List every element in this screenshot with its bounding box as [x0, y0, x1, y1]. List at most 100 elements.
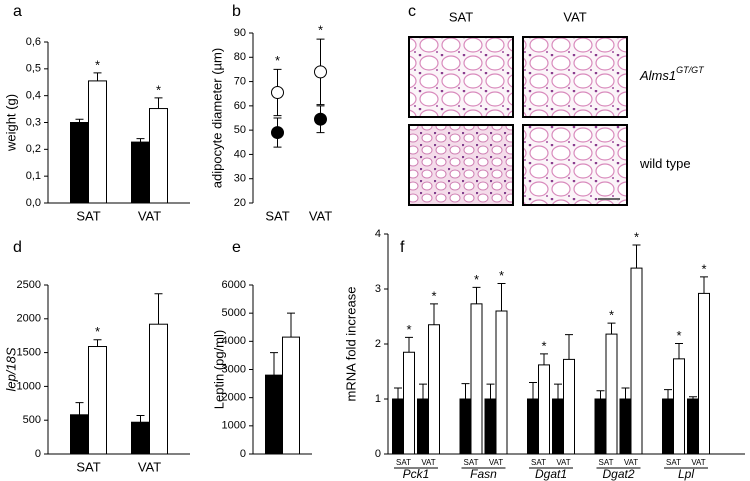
error-bar [154, 97, 163, 109]
significance-marker: * [634, 229, 639, 244]
error-bar [287, 312, 295, 338]
significance-marker: * [95, 324, 100, 339]
bar [619, 398, 632, 455]
y-tick-label: 0,4 [26, 90, 41, 102]
error-bar [93, 339, 102, 347]
y-tick-label: 0,0 [26, 197, 41, 209]
significance-marker: * [499, 268, 504, 283]
error-bar [93, 72, 102, 81]
micrograph [522, 36, 628, 118]
significance-marker: * [156, 82, 161, 97]
y-tick-label: 5000 [222, 307, 246, 319]
y-tick-label: 2000 [17, 313, 41, 325]
row-label: wild type [639, 156, 691, 171]
x-tick-label: VAT [556, 458, 570, 467]
error-bar [664, 389, 672, 399]
bar [70, 122, 89, 204]
bar [698, 292, 710, 455]
y-tick-label: 20 [234, 197, 246, 209]
x-tick-label: VAT [138, 208, 161, 223]
bar [417, 398, 429, 455]
y-tick-label: 500 [23, 414, 41, 426]
micrograph [522, 124, 628, 206]
y-tick-label: 1000 [17, 380, 41, 392]
y-tick-label: 1000 [222, 420, 246, 432]
bar [88, 346, 107, 455]
error-bar [621, 387, 630, 399]
bar [265, 374, 283, 455]
error-bar [554, 383, 562, 399]
bar [470, 303, 483, 455]
bar [428, 324, 440, 455]
error-bar [607, 322, 616, 335]
bar [673, 358, 685, 455]
error-bar [394, 387, 402, 399]
point [314, 112, 327, 126]
column-label: SAT [449, 9, 473, 24]
y-tick-label: 80 [234, 51, 246, 63]
group-label: Pck1 [403, 467, 430, 481]
panel-label: c [408, 3, 416, 20]
column-label: VAT [563, 9, 586, 24]
error-bar [540, 353, 548, 365]
y-tick-label: 0,2 [26, 143, 41, 155]
bar [527, 398, 539, 455]
y-tick-label: 40 [234, 148, 246, 160]
x-tick-label: SAT [265, 208, 289, 223]
error-bar [565, 334, 573, 360]
bar [88, 80, 107, 204]
y-tick-label: 30 [234, 173, 246, 185]
x-tick-label: VAT [138, 459, 161, 474]
y-tick-label: 2000 [222, 392, 246, 404]
bar [403, 351, 415, 455]
bar [282, 336, 300, 455]
group-label: Dgat1 [535, 467, 567, 481]
bar [149, 323, 168, 455]
panel-label: a [13, 3, 22, 20]
y-tick-label: 4 [375, 228, 381, 240]
y-tick-label: 3 [375, 283, 381, 295]
bar [131, 141, 150, 204]
panel-label: f [400, 239, 405, 256]
y-tick-label: 0 [375, 448, 381, 460]
bar [687, 398, 699, 455]
error-bar [430, 303, 438, 325]
point [271, 86, 284, 99]
y-tick-label: 60 [234, 100, 246, 112]
error-bar [419, 383, 427, 399]
point [314, 65, 327, 79]
y-axis-label: lep/18S [3, 347, 18, 391]
error-bar [461, 383, 470, 399]
y-axis-label: weight (g) [3, 94, 18, 152]
error-bar [75, 402, 84, 415]
error-bar [596, 390, 605, 399]
group-label: Dgat2 [602, 467, 634, 481]
bar [495, 310, 508, 455]
significance-marker: * [676, 328, 681, 343]
y-tick-label: 2500 [17, 279, 41, 291]
significance-marker: * [406, 322, 411, 337]
significance-marker: * [609, 308, 614, 323]
x-tick-label: SAT [76, 459, 100, 474]
error-bar [632, 244, 641, 269]
bar [484, 398, 497, 455]
y-tick-label: 0,3 [26, 116, 41, 128]
group-label: Fasn [470, 467, 497, 481]
bar [131, 421, 150, 455]
row-label-text: wild type [639, 156, 691, 171]
error-bar [486, 383, 495, 399]
bar [392, 398, 404, 455]
error-bar [154, 293, 163, 325]
error-bar [497, 283, 506, 311]
micrograph [408, 36, 514, 118]
x-tick-label: VAT [421, 458, 435, 467]
bar [552, 398, 564, 455]
y-tick-label: 0 [240, 448, 246, 460]
panel-label: e [232, 239, 241, 256]
bar [563, 358, 575, 455]
bar [459, 398, 472, 455]
y-tick-label: 1 [375, 393, 381, 405]
x-tick-label: VAT [489, 458, 503, 467]
significance-marker: * [95, 57, 100, 72]
x-tick-label: SAT [531, 458, 546, 467]
